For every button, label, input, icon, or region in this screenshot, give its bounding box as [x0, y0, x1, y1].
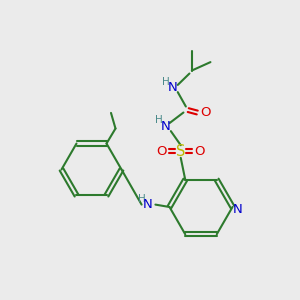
Text: H: H — [163, 77, 170, 87]
Text: S: S — [176, 144, 185, 159]
Text: N: N — [143, 197, 152, 211]
Text: O: O — [156, 145, 167, 158]
Text: O: O — [195, 145, 205, 158]
Text: N: N — [233, 203, 243, 216]
Text: N: N — [160, 119, 170, 133]
Text: N: N — [167, 81, 177, 94]
Text: H: H — [138, 194, 146, 204]
Text: O: O — [200, 106, 211, 119]
Text: H: H — [155, 115, 163, 125]
